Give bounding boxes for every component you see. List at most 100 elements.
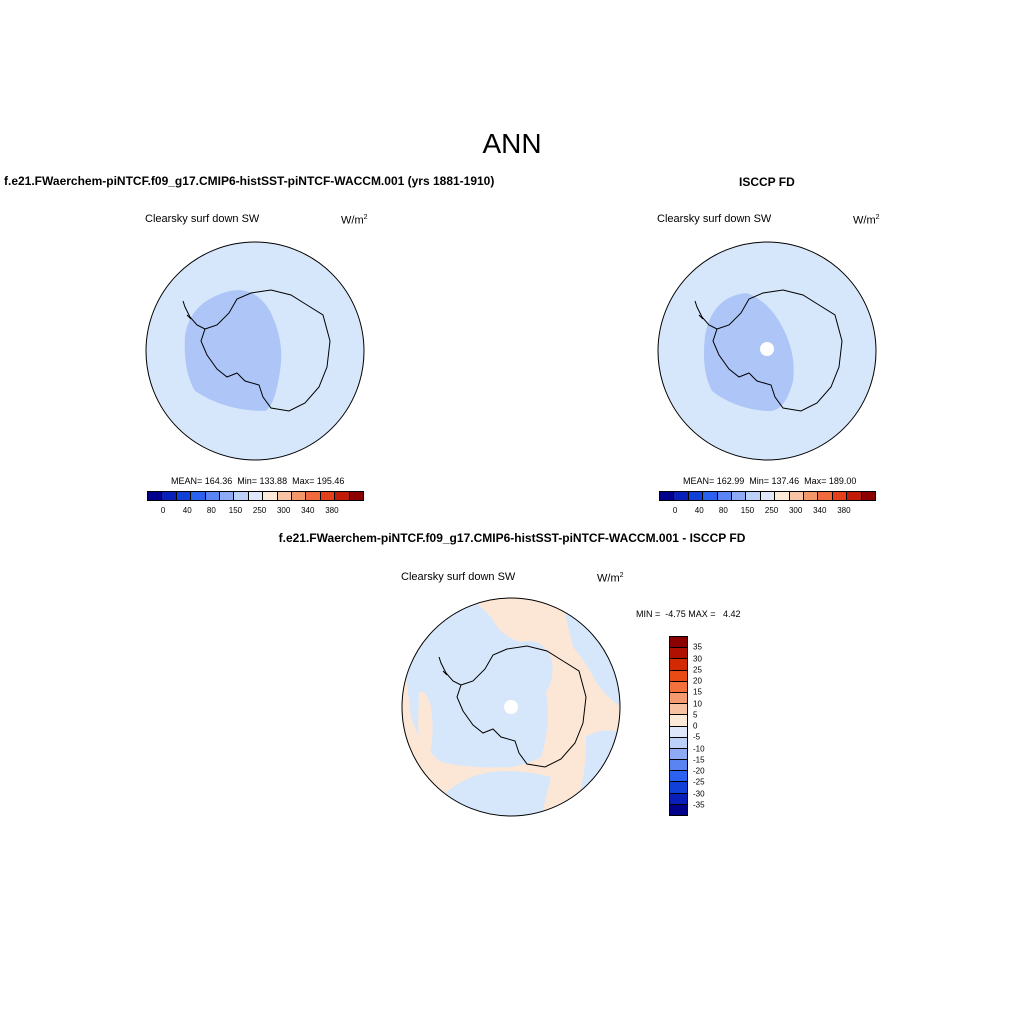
colorbar-tick-label: 80 bbox=[718, 506, 728, 515]
colorbar-tick-label: -5 bbox=[693, 732, 701, 742]
panel-1-units: W/m2 bbox=[341, 214, 368, 227]
colorbar-swatch bbox=[746, 492, 761, 500]
colorbar-swatch bbox=[670, 670, 687, 682]
panel-1-colorbar bbox=[147, 491, 364, 501]
colorbar-swatch bbox=[670, 692, 687, 705]
colorbar-tick-label: 10 bbox=[693, 699, 702, 708]
colorbar-tick-label: 380 bbox=[325, 506, 339, 515]
colorbar-swatch bbox=[176, 492, 192, 500]
panel-1-colorbar-ticks: 0 40 80 150 250 300 340 380 bbox=[147, 506, 364, 516]
colorbar-swatch bbox=[818, 492, 833, 500]
colorbar-swatch bbox=[148, 492, 163, 500]
main-title: ANN bbox=[482, 128, 542, 159]
colorbar-tick-label: 0 bbox=[672, 506, 678, 515]
colorbar-swatch bbox=[670, 793, 687, 805]
colorbar-tick-label: 150 bbox=[740, 506, 755, 515]
panel-1-polar-map bbox=[145, 241, 365, 461]
colorbar-tick-label: 340 bbox=[813, 506, 827, 515]
colorbar-tick-label: -15 bbox=[693, 755, 705, 765]
map-3-boundary bbox=[401, 597, 621, 817]
colorbar-swatch bbox=[674, 492, 689, 500]
colorbar-tick-label: 250 bbox=[764, 506, 779, 515]
colorbar-swatch bbox=[277, 492, 293, 500]
colorbar-swatch bbox=[670, 748, 687, 761]
colorbar-swatch bbox=[703, 492, 718, 500]
colorbar-tick-label: 35 bbox=[693, 642, 702, 652]
colorbar-tick-label: 0 bbox=[693, 721, 698, 731]
colorbar-swatch bbox=[248, 492, 264, 500]
colorbar-tick-label: 80 bbox=[206, 506, 216, 515]
colorbar-swatch bbox=[832, 492, 848, 500]
colorbar-tick-label: 25 bbox=[693, 665, 702, 675]
colorbar-swatch bbox=[670, 659, 687, 671]
colorbar-swatch bbox=[847, 492, 862, 500]
panel-3-stats: MIN = -4.75 MAX = 4.42 bbox=[636, 609, 741, 619]
colorbar-swatch bbox=[191, 492, 206, 500]
colorbar-swatch bbox=[349, 492, 364, 500]
colorbar-swatch bbox=[732, 492, 747, 500]
colorbar-swatch bbox=[205, 492, 221, 500]
colorbar-swatch bbox=[670, 704, 687, 716]
colorbar-swatch bbox=[717, 492, 733, 500]
panel-2-colorbar-ticks: 0 40 80 150 250 300 340 380 bbox=[659, 506, 876, 516]
panel-3-units: W/m2 bbox=[597, 572, 624, 585]
map-1-low-value-region bbox=[184, 290, 282, 411]
colorbar-swatch bbox=[804, 492, 819, 500]
panel-3-colorbar bbox=[669, 636, 688, 816]
colorbar-swatch bbox=[220, 492, 235, 500]
colorbar-tick-label: 0 bbox=[160, 506, 166, 515]
map-2-boundary bbox=[657, 241, 877, 461]
map-2-peninsula bbox=[694, 300, 718, 330]
colorbar-swatch bbox=[670, 771, 687, 783]
colorbar-tick-label: 300 bbox=[276, 506, 291, 515]
colorbar-swatch bbox=[292, 492, 307, 500]
colorbar-swatch bbox=[688, 492, 704, 500]
panel-3-polar-map bbox=[401, 597, 621, 817]
colorbar-swatch bbox=[670, 737, 687, 749]
colorbar-tick-label: 15 bbox=[693, 687, 702, 697]
colorbar-swatch bbox=[660, 492, 675, 500]
colorbar-swatch bbox=[263, 492, 278, 500]
map-3-peninsula bbox=[438, 656, 462, 686]
colorbar-swatch bbox=[670, 715, 687, 727]
panel-1-stats: MEAN= 164.36 Min= 133.88 Max= 195.46 bbox=[171, 476, 345, 486]
map-2-missing-pole bbox=[760, 342, 774, 356]
panel-2-units: W/m2 bbox=[853, 214, 880, 227]
panel-2-colorbar bbox=[659, 491, 876, 501]
colorbar-swatch bbox=[162, 492, 177, 500]
colorbar-swatch bbox=[861, 492, 876, 500]
panel-1-variable-label: Clearsky surf down SW bbox=[145, 213, 260, 225]
colorbar-tick-label: 40 bbox=[182, 506, 192, 515]
panel-3-variable-label: Clearsky surf down SW bbox=[401, 571, 516, 583]
colorbar-tick-label: 340 bbox=[301, 506, 315, 515]
colorbar-swatch bbox=[670, 637, 687, 649]
map-3-missing-pole bbox=[504, 700, 518, 714]
colorbar-tick-label: 40 bbox=[694, 506, 704, 515]
colorbar-tick-label: 150 bbox=[228, 506, 243, 515]
panel-2-title: ISCCP FD bbox=[739, 175, 795, 189]
colorbar-swatch bbox=[670, 782, 687, 794]
map-3-antarctica-coastline bbox=[456, 645, 587, 768]
map-1-peninsula bbox=[182, 300, 206, 330]
colorbar-tick-label: 30 bbox=[693, 654, 702, 663]
colorbar-swatch bbox=[789, 492, 805, 500]
panel-2-stats: MEAN= 162.99 Min= 137.46 Max= 189.00 bbox=[683, 476, 857, 486]
colorbar-tick-label: -10 bbox=[693, 744, 705, 753]
colorbar-tick-label: 20 bbox=[693, 676, 702, 686]
colorbar-swatch bbox=[335, 492, 350, 500]
panel-2-polar-map bbox=[657, 241, 877, 461]
panel-2-variable-label: Clearsky surf down SW bbox=[657, 213, 772, 225]
colorbar-swatch bbox=[760, 492, 776, 500]
map-2-antarctica-coastline bbox=[712, 289, 843, 412]
colorbar-tick-label: -20 bbox=[693, 766, 705, 776]
colorbar-swatch bbox=[234, 492, 249, 500]
map-1-boundary bbox=[145, 241, 365, 461]
colorbar-swatch bbox=[775, 492, 790, 500]
colorbar-tick-label: -35 bbox=[693, 800, 705, 810]
panel-3-colorbar-ticks: 35 30 25 20 15 10 5 0 -5 -10 -15 -20 -25 -30 -35 bbox=[693, 636, 723, 816]
colorbar-swatch bbox=[306, 492, 321, 500]
colorbar-tick-label: 300 bbox=[788, 506, 803, 515]
colorbar-tick-label: 250 bbox=[252, 506, 267, 515]
colorbar-swatch bbox=[670, 648, 687, 660]
colorbar-swatch bbox=[320, 492, 336, 500]
